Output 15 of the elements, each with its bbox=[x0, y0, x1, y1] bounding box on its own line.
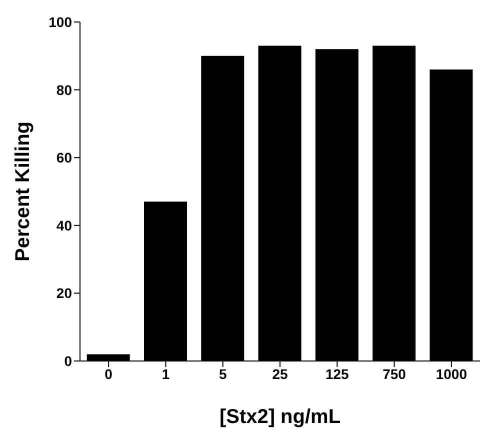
y-tick-label: 20 bbox=[56, 285, 72, 302]
y-axis-title: Percent Killing bbox=[12, 121, 34, 262]
x-tick-label: 1 bbox=[162, 366, 170, 382]
x-tick-label: 750 bbox=[382, 366, 406, 382]
x-tick-label: 25 bbox=[272, 366, 288, 382]
x-tick-label: 1000 bbox=[436, 366, 468, 382]
x-tick-label: 5 bbox=[218, 366, 227, 382]
y-tick-label: 80 bbox=[56, 82, 72, 98]
y-tick-label: 60 bbox=[56, 150, 72, 166]
y-tick-label: 100 bbox=[48, 14, 72, 30]
x-tick-label: 0 bbox=[104, 366, 113, 382]
y-tick-label: 40 bbox=[56, 217, 72, 234]
x-axis-title: [Stx2] ng/mL bbox=[219, 406, 341, 428]
x-tick-label: 125 bbox=[325, 366, 350, 382]
y-tick-label: 0 bbox=[64, 352, 72, 369]
